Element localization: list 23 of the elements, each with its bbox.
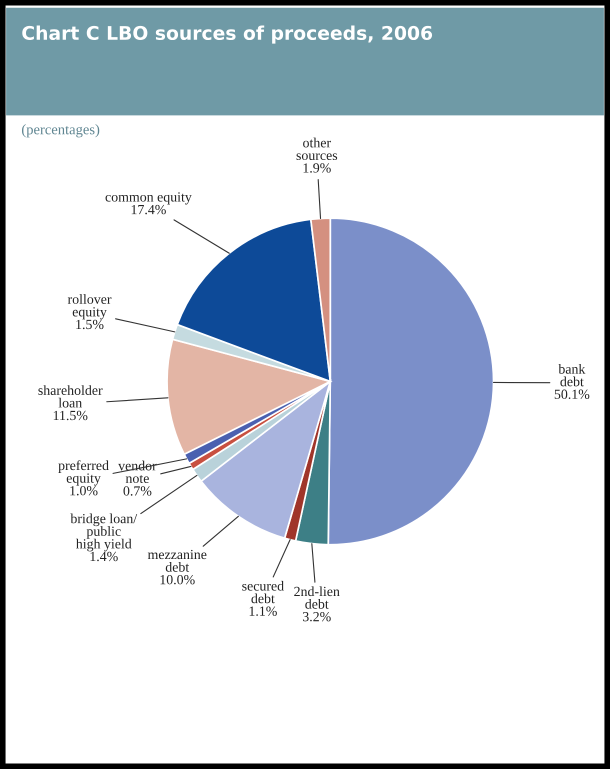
data-label: 1.9% — [304, 163, 331, 173]
data-label: 1.4% — [90, 552, 118, 562]
slice-label: mezzanine debt — [148, 550, 206, 572]
slice-label: bank debt — [558, 364, 586, 386]
data-label: 3.2% — [302, 612, 331, 622]
data-label: 0.7% — [123, 486, 152, 496]
slice-label: bridge loan/ public high yield — [70, 514, 138, 552]
data-label: 1.5% — [76, 320, 104, 330]
slice-label: preferred equity — [58, 460, 109, 486]
data-label: 50.1% — [554, 390, 590, 399]
slice-label: common equity — [106, 192, 192, 204]
data-label: 1.1% — [250, 606, 277, 616]
data-label: 1.0% — [70, 486, 98, 496]
slice-label: rollover equity — [68, 294, 112, 320]
data-label: 17.4% — [132, 204, 166, 214]
data-label: 11.5% — [54, 410, 88, 420]
slice-label: 2nd-lien debt — [294, 586, 340, 609]
chart-subtitle: (percentages) — [22, 124, 100, 138]
slice-label: secured debt — [242, 580, 284, 604]
chart-title: Chart C LBO sources of proceeds, 2006 — [22, 26, 432, 44]
data-label: 10.0% — [160, 574, 195, 584]
slice-label: other sources — [296, 138, 338, 160]
slice-label: shareholder loan — [38, 385, 103, 408]
